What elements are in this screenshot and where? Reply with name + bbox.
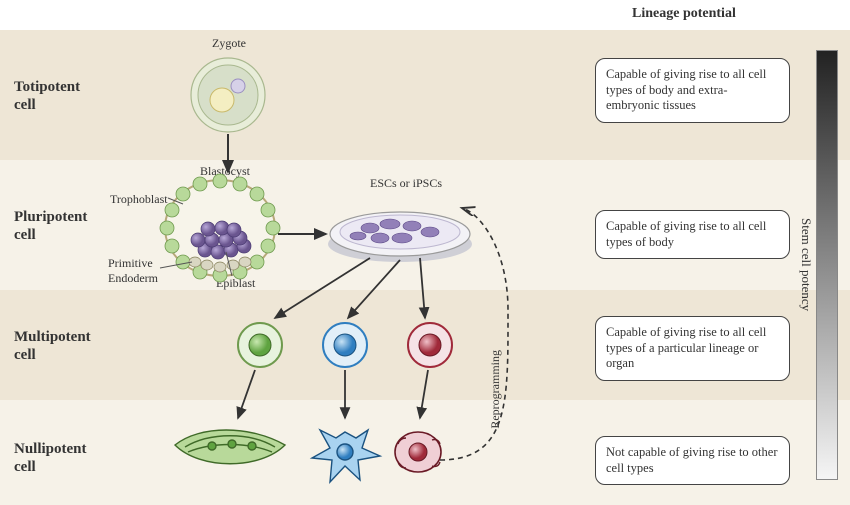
label-primitive-endoderm: Primitive Endoderm bbox=[108, 256, 158, 286]
label-trophoblast: Trophoblast bbox=[110, 192, 168, 207]
desc-nullipotent: Not capable of giving rise to other cell… bbox=[595, 436, 790, 485]
label-blastocyst: Blastocyst bbox=[200, 164, 250, 179]
label-epiblast: Epiblast bbox=[216, 276, 255, 291]
label-multipotent: Multipotent cell bbox=[14, 328, 91, 364]
potency-gradient-bar bbox=[816, 50, 838, 480]
label-zygote: Zygote bbox=[212, 36, 246, 51]
potency-gradient-caption: Stem cell potency bbox=[796, 50, 814, 480]
desc-totipotent: Capable of giving rise to all cell types… bbox=[595, 58, 790, 123]
stem-cell-potency-figure: Lineage potential Stem cell potency Toti… bbox=[0, 0, 850, 505]
label-escs-ipscs: ESCs or iPSCs bbox=[370, 176, 442, 191]
desc-pluripotent: Capable of giving rise to all cell types… bbox=[595, 210, 790, 259]
label-pluripotent: Pluripotent cell bbox=[14, 208, 87, 244]
desc-multipotent: Capable of giving rise to all cell types… bbox=[595, 316, 790, 381]
label-totipotent: Totipotent cell bbox=[14, 78, 80, 114]
label-reprogramming: Reprogramming bbox=[488, 350, 503, 429]
lineage-potential-header: Lineage potential bbox=[632, 6, 736, 22]
label-nullipotent: Nullipotent cell bbox=[14, 440, 87, 476]
